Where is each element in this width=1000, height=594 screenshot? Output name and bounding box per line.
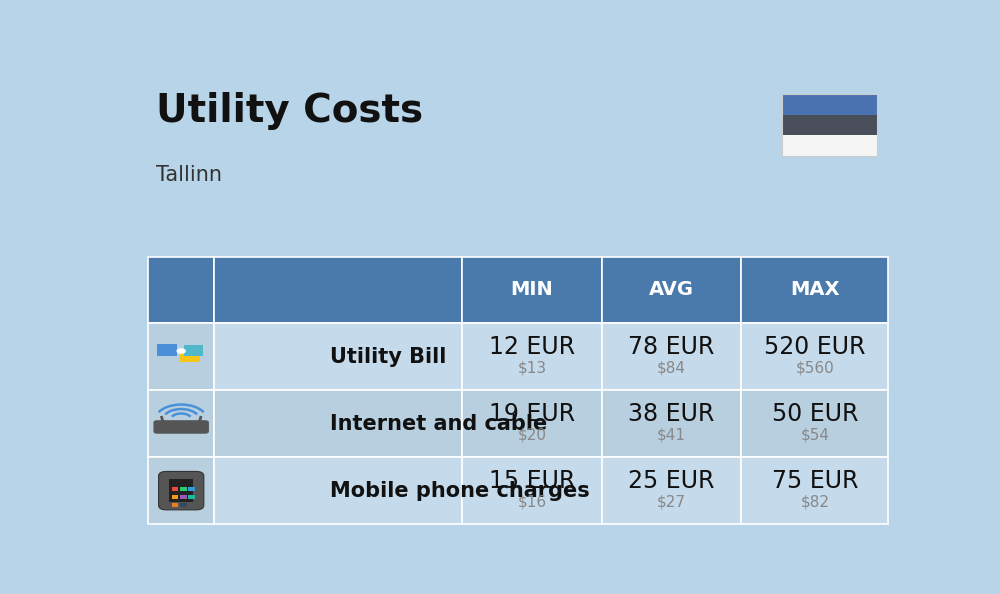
Text: 520 EUR: 520 EUR (764, 336, 866, 359)
Bar (214, 323, 462, 390)
Text: $20: $20 (517, 428, 546, 443)
Text: $84: $84 (657, 361, 686, 376)
Text: 78 EUR: 78 EUR (628, 336, 715, 359)
Bar (602, 323, 741, 390)
Bar (172, 503, 178, 507)
Text: $41: $41 (657, 428, 686, 443)
Bar (148, 257, 214, 323)
Text: 12 EUR: 12 EUR (489, 336, 575, 359)
Bar (462, 390, 602, 457)
Text: Tallinn: Tallinn (156, 165, 222, 185)
Text: $27: $27 (657, 495, 686, 510)
Text: MAX: MAX (790, 280, 840, 299)
Text: 75 EUR: 75 EUR (772, 469, 858, 493)
Bar (180, 503, 187, 507)
Bar (602, 257, 741, 323)
Bar (741, 390, 888, 457)
Bar (148, 457, 214, 524)
Bar (184, 345, 203, 356)
Bar (602, 457, 741, 524)
Text: MIN: MIN (511, 280, 553, 299)
Bar (741, 257, 888, 323)
Bar (782, 94, 877, 115)
Text: $82: $82 (800, 495, 829, 510)
Text: 15 EUR: 15 EUR (489, 469, 575, 493)
Bar (214, 257, 462, 323)
Bar (782, 135, 877, 156)
Text: 25 EUR: 25 EUR (628, 469, 715, 493)
Text: Utility Bill: Utility Bill (330, 347, 447, 367)
Text: $54: $54 (800, 428, 829, 443)
FancyBboxPatch shape (159, 472, 204, 510)
Bar (180, 495, 187, 499)
Bar (172, 486, 178, 491)
FancyBboxPatch shape (153, 420, 209, 434)
Bar (741, 323, 888, 390)
Text: Mobile phone charges: Mobile phone charges (330, 481, 590, 501)
Bar (214, 390, 462, 457)
Bar (462, 323, 602, 390)
Bar (180, 486, 187, 491)
Text: Internet and cable: Internet and cable (330, 414, 548, 434)
Bar (169, 479, 193, 501)
Bar (180, 350, 200, 362)
Bar (148, 323, 214, 390)
Bar (148, 390, 214, 457)
Bar (462, 257, 602, 323)
Text: 50 EUR: 50 EUR (772, 402, 858, 426)
Bar (188, 495, 195, 499)
Text: $13: $13 (517, 361, 546, 376)
Bar (157, 344, 177, 356)
Bar (214, 457, 462, 524)
Text: $560: $560 (795, 361, 834, 376)
Bar (462, 457, 602, 524)
Bar (172, 495, 178, 499)
Text: AVG: AVG (649, 280, 694, 299)
Text: $16: $16 (517, 495, 546, 510)
Text: Utility Costs: Utility Costs (156, 92, 423, 130)
Circle shape (176, 348, 186, 354)
Bar (602, 390, 741, 457)
Bar (741, 457, 888, 524)
Text: 19 EUR: 19 EUR (489, 402, 575, 426)
Bar (188, 486, 195, 491)
Bar (782, 115, 877, 135)
Text: 38 EUR: 38 EUR (628, 402, 715, 426)
